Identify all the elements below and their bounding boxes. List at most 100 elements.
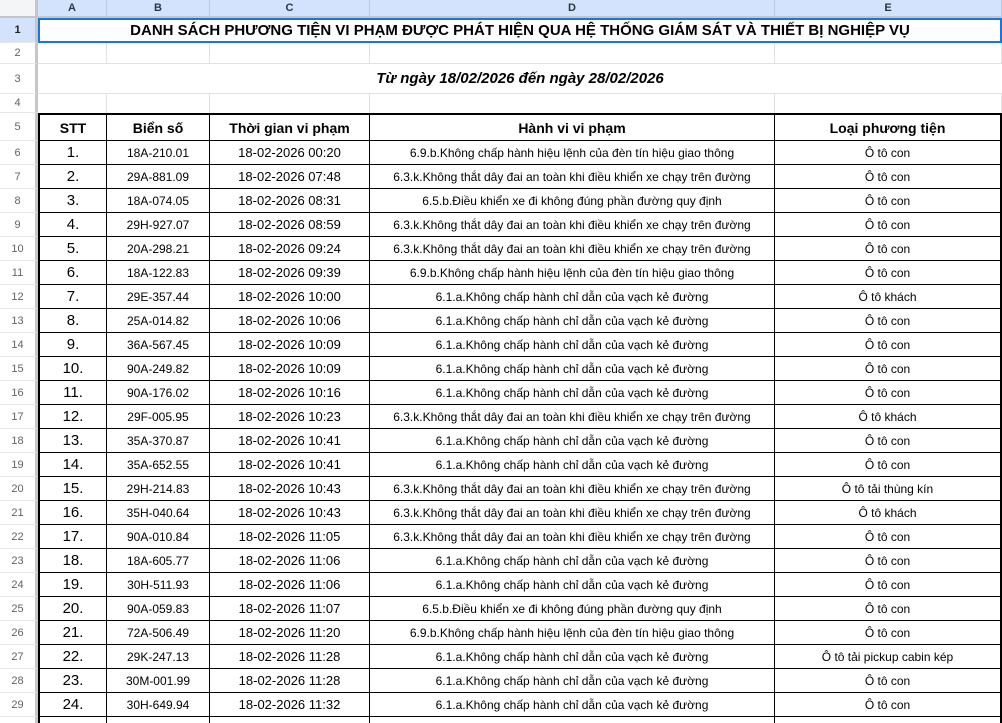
cell-violation[interactable]: 6.1.a.Không chấp hành chỉ dẫn của vạch k… xyxy=(370,669,775,693)
empty-cell[interactable] xyxy=(38,94,107,113)
empty-cell[interactable] xyxy=(775,717,1002,723)
empty-cell[interactable] xyxy=(38,717,107,723)
row-header[interactable]: 2 xyxy=(0,43,38,64)
cell-vehicle[interactable]: Ô tô con xyxy=(775,453,1002,477)
row-header[interactable]: 19 xyxy=(0,453,38,477)
cell-plate[interactable]: 30M-001.99 xyxy=(107,669,210,693)
empty-cell[interactable] xyxy=(210,94,370,113)
cell-plate[interactable]: 36A-567.45 xyxy=(107,333,210,357)
cell-time[interactable]: 18-02-2026 07:48 xyxy=(210,165,370,189)
select-all-corner[interactable] xyxy=(0,0,38,16)
cell-violation[interactable]: 6.9.b.Không chấp hành hiệu lệnh của đèn … xyxy=(370,261,775,285)
cell-vehicle[interactable]: Ô tô con xyxy=(775,597,1002,621)
cell-plate[interactable]: 35A-652.55 xyxy=(107,453,210,477)
header-stt[interactable]: STT xyxy=(38,113,107,141)
row-header[interactable]: 5 xyxy=(0,113,38,141)
cell-violation[interactable]: 6.1.a.Không chấp hành chỉ dẫn của vạch k… xyxy=(370,333,775,357)
cell-violation[interactable]: 6.3.k.Không thắt dây đai an toàn khi điề… xyxy=(370,213,775,237)
cell-stt[interactable]: 24. xyxy=(38,693,107,717)
cell-stt[interactable]: 17. xyxy=(38,525,107,549)
cell-time[interactable]: 18-02-2026 11:32 xyxy=(210,693,370,717)
row-header[interactable]: 13 xyxy=(0,309,38,333)
empty-cell[interactable] xyxy=(370,717,775,723)
row-header[interactable]: 8 xyxy=(0,189,38,213)
column-header-e[interactable]: E xyxy=(775,0,1002,16)
cell-plate[interactable]: 18A-122.83 xyxy=(107,261,210,285)
empty-cell[interactable] xyxy=(107,717,210,723)
cell-time[interactable]: 18-02-2026 10:43 xyxy=(210,501,370,525)
row-header[interactable]: 11 xyxy=(0,261,38,285)
column-header-b[interactable]: B xyxy=(107,0,210,16)
header-vehicle[interactable]: Loại phương tiện xyxy=(775,113,1002,141)
cell-violation[interactable]: 6.3.k.Không thắt dây đai an toàn khi điề… xyxy=(370,237,775,261)
cell-plate[interactable]: 90A-249.82 xyxy=(107,357,210,381)
cell-vehicle[interactable]: Ô tô con xyxy=(775,165,1002,189)
row-header[interactable]: 9 xyxy=(0,213,38,237)
cell-stt[interactable]: 9. xyxy=(38,333,107,357)
cell-violation[interactable]: 6.9.b.Không chấp hành hiệu lệnh của đèn … xyxy=(370,141,775,165)
cell-stt[interactable]: 19. xyxy=(38,573,107,597)
cell-vehicle[interactable]: Ô tô khách xyxy=(775,405,1002,429)
row-header[interactable] xyxy=(0,717,38,723)
cell-plate[interactable]: 35A-370.87 xyxy=(107,429,210,453)
cell-time[interactable]: 18-02-2026 10:09 xyxy=(210,333,370,357)
cell-vehicle[interactable]: Ô tô con xyxy=(775,357,1002,381)
row-header[interactable]: 17 xyxy=(0,405,38,429)
cell-vehicle[interactable]: Ô tô con xyxy=(775,525,1002,549)
cell-plate[interactable]: 18A-074.05 xyxy=(107,189,210,213)
cell-plate[interactable]: 90A-176.02 xyxy=(107,381,210,405)
cell-violation[interactable]: 6.3.k.Không thắt dây đai an toàn khi điề… xyxy=(370,477,775,501)
cell-vehicle[interactable]: Ô tô con xyxy=(775,141,1002,165)
cell-violation[interactable]: 6.5.b.Điều khiển xe đi không đúng phần đ… xyxy=(370,597,775,621)
cell-stt[interactable]: 21. xyxy=(38,621,107,645)
cell-stt[interactable]: 6. xyxy=(38,261,107,285)
cell-vehicle[interactable]: Ô tô con xyxy=(775,237,1002,261)
cell-violation[interactable]: 6.3.k.Không thắt dây đai an toàn khi điề… xyxy=(370,525,775,549)
row-header[interactable]: 12 xyxy=(0,285,38,309)
cell-plate[interactable]: 18A-605.77 xyxy=(107,549,210,573)
cell-vehicle[interactable]: Ô tô tải thùng kín xyxy=(775,477,1002,501)
cell-vehicle[interactable]: Ô tô con xyxy=(775,213,1002,237)
cell-time[interactable]: 18-02-2026 11:28 xyxy=(210,645,370,669)
row-header[interactable]: 20 xyxy=(0,477,38,501)
cell-plate[interactable]: 30H-511.93 xyxy=(107,573,210,597)
cell-time[interactable]: 18-02-2026 11:05 xyxy=(210,525,370,549)
cell-stt[interactable]: 3. xyxy=(38,189,107,213)
row-header[interactable]: 7 xyxy=(0,165,38,189)
cell-vehicle[interactable]: Ô tô con xyxy=(775,189,1002,213)
cell-stt[interactable]: 5. xyxy=(38,237,107,261)
cell-plate[interactable]: 25A-014.82 xyxy=(107,309,210,333)
cell-stt[interactable]: 1. xyxy=(38,141,107,165)
cell-violation[interactable]: 6.1.a.Không chấp hành chỉ dẫn của vạch k… xyxy=(370,285,775,309)
cell-time[interactable]: 18-02-2026 10:41 xyxy=(210,429,370,453)
row-header[interactable]: 18 xyxy=(0,429,38,453)
cell-stt[interactable]: 8. xyxy=(38,309,107,333)
empty-cell[interactable] xyxy=(107,43,210,64)
empty-cell[interactable] xyxy=(775,94,1002,113)
cell-time[interactable]: 18-02-2026 11:20 xyxy=(210,621,370,645)
column-header-c[interactable]: C xyxy=(210,0,370,16)
cell-violation[interactable]: 6.5.b.Điều khiển xe đi không đúng phần đ… xyxy=(370,189,775,213)
row-header[interactable]: 16 xyxy=(0,381,38,405)
column-header-a[interactable]: A xyxy=(38,0,107,16)
cell-stt[interactable]: 13. xyxy=(38,429,107,453)
cell-plate[interactable]: 30H-649.94 xyxy=(107,693,210,717)
cell-stt[interactable]: 11. xyxy=(38,381,107,405)
cell-vehicle[interactable]: Ô tô con xyxy=(775,669,1002,693)
row-header[interactable]: 21 xyxy=(0,501,38,525)
cell-time[interactable]: 18-02-2026 10:41 xyxy=(210,453,370,477)
cell-violation[interactable]: 6.1.a.Không chấp hành chỉ dẫn của vạch k… xyxy=(370,573,775,597)
cell-vehicle[interactable]: Ô tô con xyxy=(775,261,1002,285)
title-cell[interactable]: DANH SÁCH PHƯƠNG TIỆN VI PHẠM ĐƯỢC PHÁT … xyxy=(38,18,1002,43)
cell-vehicle[interactable]: Ô tô con xyxy=(775,429,1002,453)
cell-vehicle[interactable]: Ô tô tải pickup cabin kép xyxy=(775,645,1002,669)
cell-time[interactable]: 18-02-2026 10:23 xyxy=(210,405,370,429)
cell-plate[interactable]: 35H-040.64 xyxy=(107,501,210,525)
row-header[interactable]: 22 xyxy=(0,525,38,549)
row-header[interactable]: 25 xyxy=(0,597,38,621)
cell-vehicle[interactable]: Ô tô con xyxy=(775,573,1002,597)
cell-violation[interactable]: 6.9.b.Không chấp hành hiệu lệnh của đèn … xyxy=(370,621,775,645)
row-header[interactable]: 23 xyxy=(0,549,38,573)
cell-plate[interactable]: 29K-247.13 xyxy=(107,645,210,669)
header-violation[interactable]: Hành vi vi phạm xyxy=(370,113,775,141)
